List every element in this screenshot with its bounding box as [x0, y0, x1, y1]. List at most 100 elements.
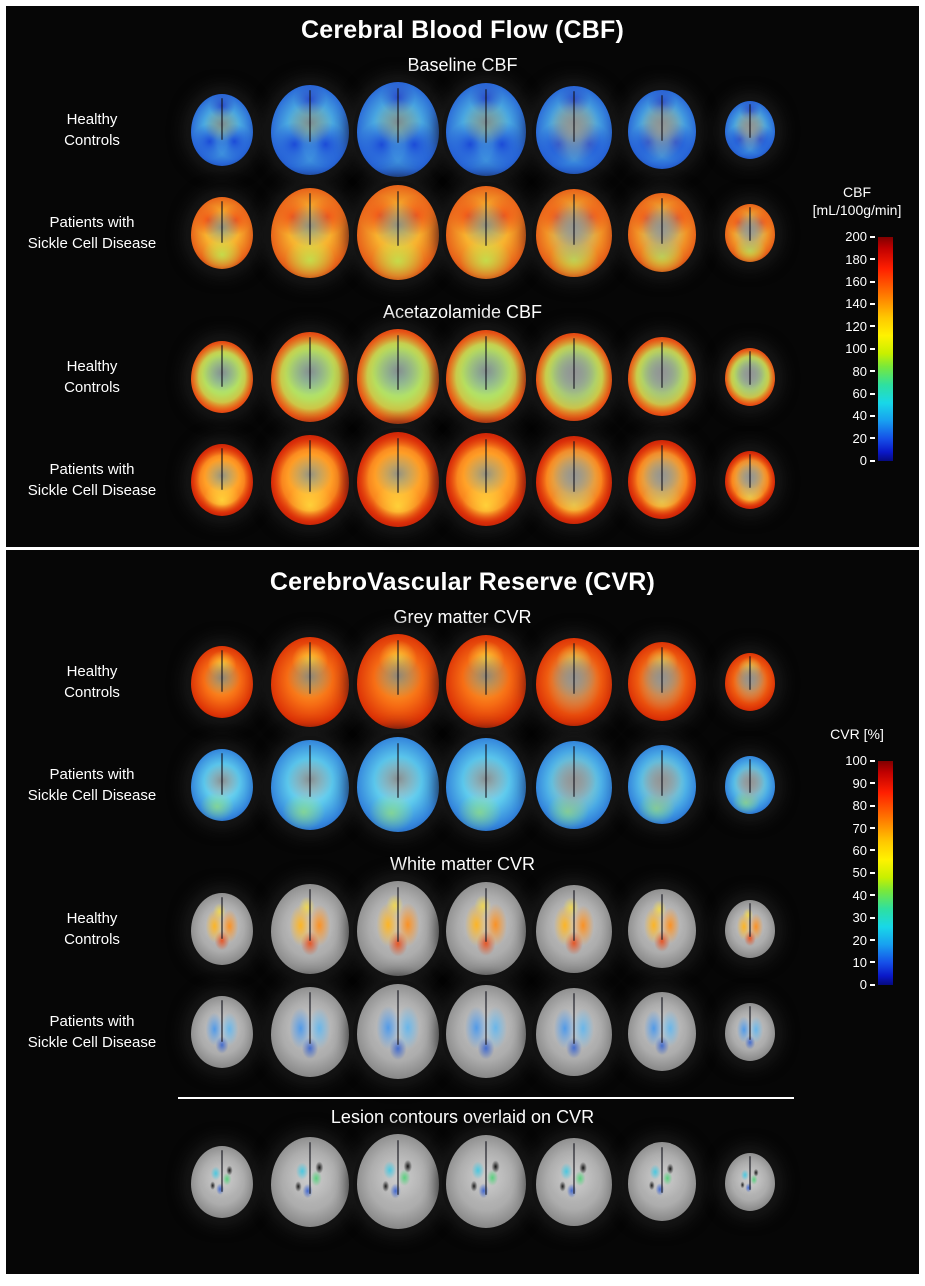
colorbar-tick: 10 [845, 955, 875, 970]
brain-slice [536, 85, 612, 174]
colorbar-tick: 100 [845, 753, 875, 768]
brain-slice [191, 645, 253, 718]
brain-slice [446, 635, 526, 728]
brain-slice-cell [178, 877, 266, 980]
brain-slice-cell [354, 428, 442, 531]
cvr-colorbar-body: 100 90 80 70 60 50 40 30 20 10 0 [797, 753, 917, 992]
brain-slice-cell [178, 428, 266, 531]
brain-slice-cell [354, 78, 442, 181]
brain-slice [536, 435, 612, 524]
brain-row: Patients with Sickle Cell Disease [6, 181, 919, 284]
colorbar-tick: 60 [845, 843, 875, 858]
brain-slice [271, 986, 349, 1077]
brain-slice-cell [442, 630, 530, 733]
acetazolamide-cbf-title: Acetazolamide CBF [382, 302, 543, 322]
brain-slice [191, 1145, 253, 1218]
row-label: Healthy Controls [64, 357, 120, 396]
brain-slice [191, 196, 253, 269]
white-matter-cvr-title: White matter CVR [389, 854, 536, 874]
acetazolamide-cbf-subsection: Acetazolamide CBF Healthy Controls Patient… [6, 284, 919, 531]
brain-slice [271, 187, 349, 278]
brain-slice [536, 1137, 612, 1226]
colorbar-tick: 80 [845, 364, 875, 379]
brain-slice [271, 84, 349, 175]
row-label: Patients with Sickle Cell Disease [27, 1012, 157, 1051]
cbf-colorbar-title-line1: CBF [843, 184, 871, 200]
brain-slice-cell [530, 428, 618, 531]
brain-slice [725, 450, 775, 509]
brain-slice-cell [178, 325, 266, 428]
cvr-colorbar: CVR [%] 100 90 80 70 60 50 40 30 20 10 0 [797, 726, 917, 992]
brain-slice-cell [530, 181, 618, 284]
cbf-colorbar-gradient [878, 236, 893, 461]
brain-slice-cell [354, 1130, 442, 1233]
brain-slice-cell [178, 1130, 266, 1233]
brain-slice-cell [178, 78, 266, 181]
brain-slice-cell [706, 733, 794, 836]
brain-slice [271, 434, 349, 525]
brain-slice-cell [530, 1130, 618, 1233]
brain-slice-cell [266, 630, 354, 733]
brain-row: Patients with Sickle Cell Disease [6, 733, 919, 836]
brain-slice-cell [442, 1130, 530, 1233]
colorbar-tick: 200 [845, 229, 875, 244]
brain-slice-cell [530, 877, 618, 980]
section-lesion: Lesion contours overlaid on CVR [6, 1097, 919, 1233]
brain-slice-cell [706, 630, 794, 733]
brain-slice [725, 1152, 775, 1211]
grey-matter-cvr-rows: Healthy Controls Patients with Sickle Cell … [6, 630, 919, 836]
brain-slice [446, 433, 526, 526]
brain-slice [357, 737, 439, 832]
brain-row [6, 1130, 919, 1233]
brain-slice-cell [442, 877, 530, 980]
brain-slice [357, 881, 439, 976]
brain-slice-cell [530, 78, 618, 181]
brain-slice [725, 899, 775, 958]
brain-slice [446, 882, 526, 975]
brain-slice-cell [618, 733, 706, 836]
brain-slice-cell [706, 78, 794, 181]
cbf-colorbar-ticks: 200 180 160 140 120 100 80 60 40 20 0 [845, 229, 875, 468]
colorbar-tick: 80 [845, 798, 875, 813]
cvr-section-title: CerebroVascular Reserve (CVR) [269, 568, 656, 596]
brain-slice [725, 203, 775, 262]
brain-slice [536, 637, 612, 726]
brain-row: Healthy Controls [6, 877, 919, 980]
brain-slice-cell [442, 428, 530, 531]
brain-slice-cell [178, 980, 266, 1083]
brain-slice-cell [618, 980, 706, 1083]
brain-slice [271, 883, 349, 974]
cvr-colorbar-gradient [878, 760, 893, 985]
brain-slice [271, 1136, 349, 1227]
colorbar-tick: 160 [845, 274, 875, 289]
lesion-rows [6, 1130, 919, 1233]
brain-slice [446, 186, 526, 279]
brain-slice [271, 739, 349, 830]
brain-slice [725, 652, 775, 711]
cbf-section-title: Cerebral Blood Flow (CBF) [300, 16, 625, 44]
brain-slice [536, 188, 612, 277]
brain-slice-cell [266, 78, 354, 181]
brain-slice [357, 634, 439, 729]
brain-row: Healthy Controls [6, 630, 919, 733]
brain-slice [357, 185, 439, 280]
brain-slice [628, 992, 696, 1071]
baseline-cbf-rows: Healthy Controls Patients with Sickle Cell … [6, 78, 919, 284]
grey-matter-cvr-title: Grey matter CVR [393, 607, 532, 627]
baseline-cbf-title: Baseline CBF [407, 55, 518, 75]
row-label: Healthy Controls [64, 662, 120, 701]
brain-slice [628, 440, 696, 519]
colorbar-tick: 60 [845, 386, 875, 401]
brain-slice [191, 748, 253, 821]
brain-slice-cell [618, 428, 706, 531]
brain-slice-cell [442, 325, 530, 428]
colorbar-tick: 50 [845, 865, 875, 880]
brain-slice [357, 432, 439, 527]
brain-slice-cell [442, 181, 530, 284]
cbf-colorbar: CBF [mL/100g/min] 200 180 160 140 120 100 80 60… [797, 184, 917, 468]
brain-slice-cell [706, 181, 794, 284]
brain-slice [628, 193, 696, 272]
brain-slice [536, 332, 612, 421]
cvr-colorbar-title-line1: CVR [%] [830, 726, 884, 742]
brain-slice [271, 636, 349, 727]
